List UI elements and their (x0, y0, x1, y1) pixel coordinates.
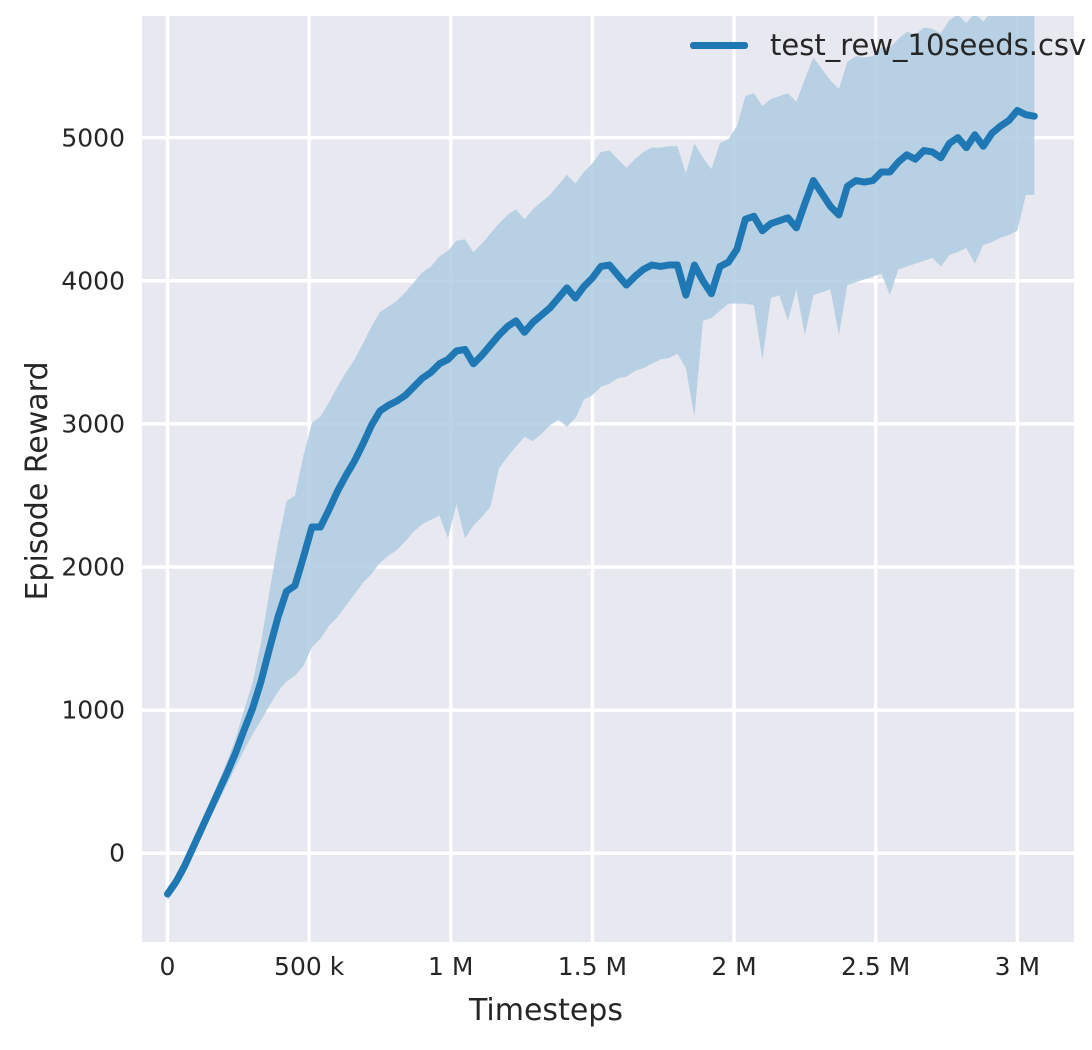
chart-legend: test_rew_10seeds.csv (690, 28, 1086, 62)
y-tick-label: 1000 (61, 695, 125, 725)
y-axis-label-holder: Episode Reward (18, 16, 58, 946)
legend-line-swatch (690, 41, 748, 49)
y-axis-label: Episode Reward (20, 361, 55, 601)
y-tick-label: 3000 (61, 409, 125, 439)
x-tick-label: 1.5 M (557, 952, 628, 981)
y-tick-label: 5000 (61, 123, 125, 153)
x-tick-label: 2 M (711, 952, 757, 981)
x-axis-label: Timesteps (469, 993, 623, 1028)
x-tick-label: 2.5 M (841, 952, 911, 981)
y-tick-label: 0 (109, 838, 125, 868)
confidence-band (167, 16, 1035, 901)
x-tick-label: 3 M (994, 952, 1041, 981)
y-tick-label: 4000 (61, 266, 125, 296)
legend-entry-label: test_rew_10seeds.csv (770, 28, 1087, 62)
mean-reward-line (164, 106, 1038, 898)
x-tick-label: 500 k (274, 952, 345, 981)
x-tick-label: 1 M (428, 952, 474, 981)
x-tick-label: 0 (159, 952, 176, 981)
y-tick-label: 2000 (61, 552, 125, 582)
